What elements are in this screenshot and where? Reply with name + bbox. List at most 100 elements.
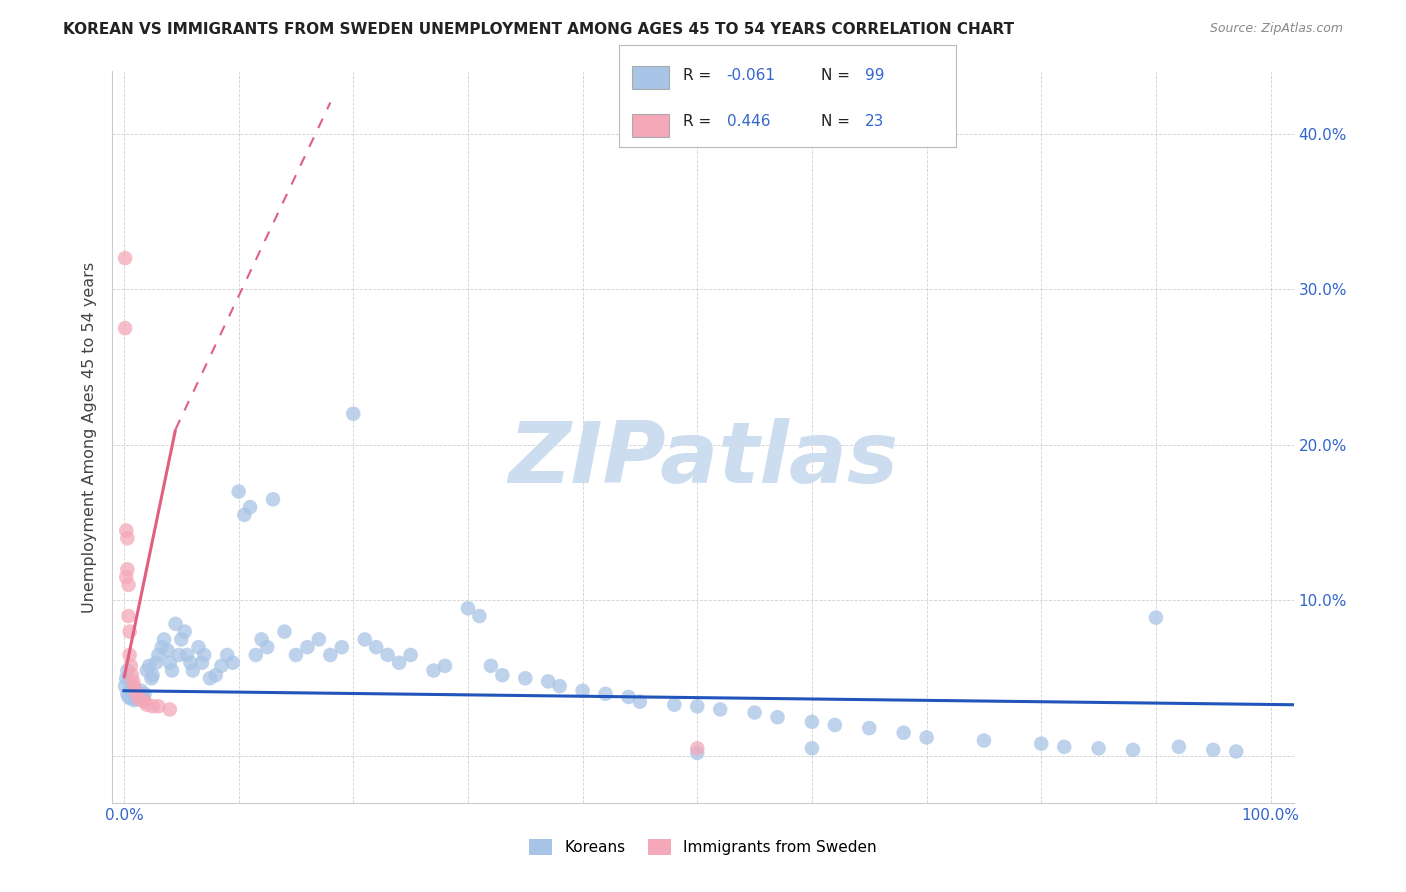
Point — [117, 664, 139, 678]
Point — [256, 640, 278, 655]
Point — [165, 616, 187, 631]
Point — [153, 632, 176, 647]
Point — [117, 690, 139, 704]
Point — [141, 671, 163, 685]
Point — [537, 674, 560, 689]
Point — [135, 698, 157, 712]
Point — [1031, 737, 1053, 751]
Point — [124, 689, 146, 703]
Point — [1202, 743, 1225, 757]
Point — [1144, 610, 1167, 624]
Text: N =: N = — [821, 68, 851, 83]
Point — [744, 706, 766, 720]
Point — [134, 695, 156, 709]
Point — [366, 640, 388, 655]
Point — [122, 690, 145, 704]
Point — [800, 714, 823, 729]
Y-axis label: Unemployment Among Ages 45 to 54 years: Unemployment Among Ages 45 to 54 years — [82, 261, 97, 613]
Point — [628, 695, 651, 709]
Point — [800, 741, 823, 756]
Point — [858, 721, 880, 735]
Point — [399, 648, 422, 662]
Point — [150, 640, 173, 655]
Point — [297, 640, 319, 655]
Point — [686, 699, 709, 714]
Point — [686, 746, 709, 760]
Point — [115, 671, 138, 685]
Point — [120, 691, 142, 706]
Point — [273, 624, 295, 639]
Text: 23: 23 — [865, 114, 884, 129]
Point — [173, 624, 195, 639]
Point — [457, 601, 479, 615]
Point — [617, 690, 640, 704]
Point — [117, 531, 139, 545]
Point — [115, 570, 138, 584]
Text: 99: 99 — [865, 68, 884, 83]
Point — [193, 648, 215, 662]
Point — [250, 632, 273, 647]
Point — [121, 668, 143, 682]
Point — [209, 658, 232, 673]
Text: 0.446: 0.446 — [727, 114, 770, 129]
Point — [1225, 744, 1247, 758]
Text: N =: N = — [821, 114, 851, 129]
Point — [124, 683, 146, 698]
Point — [187, 640, 209, 655]
Point — [377, 648, 399, 662]
Point — [1167, 739, 1189, 754]
Point — [159, 656, 181, 670]
Point — [170, 632, 193, 647]
Text: Source: ZipAtlas.com: Source: ZipAtlas.com — [1209, 22, 1343, 36]
Point — [135, 664, 157, 678]
Point — [308, 632, 330, 647]
Point — [217, 648, 239, 662]
Point — [973, 733, 995, 747]
Point — [115, 524, 138, 538]
Point — [319, 648, 342, 662]
FancyBboxPatch shape — [633, 114, 669, 137]
Text: R =: R = — [683, 68, 711, 83]
Point — [117, 578, 139, 592]
Point — [125, 691, 148, 706]
Point — [434, 658, 457, 673]
Point — [127, 687, 149, 701]
Point — [191, 656, 214, 670]
FancyBboxPatch shape — [633, 66, 669, 88]
Point — [1122, 743, 1144, 757]
Point — [709, 702, 731, 716]
Point — [228, 484, 250, 499]
Point — [121, 687, 143, 701]
Point — [118, 683, 141, 698]
Point — [122, 674, 145, 689]
Point — [198, 671, 221, 685]
Point — [179, 656, 201, 670]
Point — [117, 609, 139, 624]
Point — [479, 658, 502, 673]
Point — [824, 718, 846, 732]
Point — [129, 683, 152, 698]
Point — [468, 609, 491, 624]
Point — [515, 671, 537, 685]
Point — [233, 508, 256, 522]
Point — [114, 679, 136, 693]
Point — [124, 685, 146, 699]
Point — [145, 656, 167, 670]
Point — [766, 710, 789, 724]
Point — [353, 632, 375, 647]
Point — [118, 648, 141, 662]
Point — [159, 702, 181, 716]
Point — [262, 492, 284, 507]
Point — [388, 656, 411, 670]
Point — [160, 664, 183, 678]
Legend: Koreans, Immigrants from Sweden: Koreans, Immigrants from Sweden — [523, 833, 883, 861]
Point — [664, 698, 686, 712]
Point — [284, 648, 307, 662]
Text: KOREAN VS IMMIGRANTS FROM SWEDEN UNEMPLOYMENT AMONG AGES 45 TO 54 YEARS CORRELAT: KOREAN VS IMMIGRANTS FROM SWEDEN UNEMPLO… — [63, 22, 1014, 37]
Point — [142, 668, 165, 682]
Point — [915, 731, 938, 745]
Point — [117, 687, 139, 701]
Point — [245, 648, 267, 662]
Point — [595, 687, 617, 701]
Point — [128, 690, 150, 704]
